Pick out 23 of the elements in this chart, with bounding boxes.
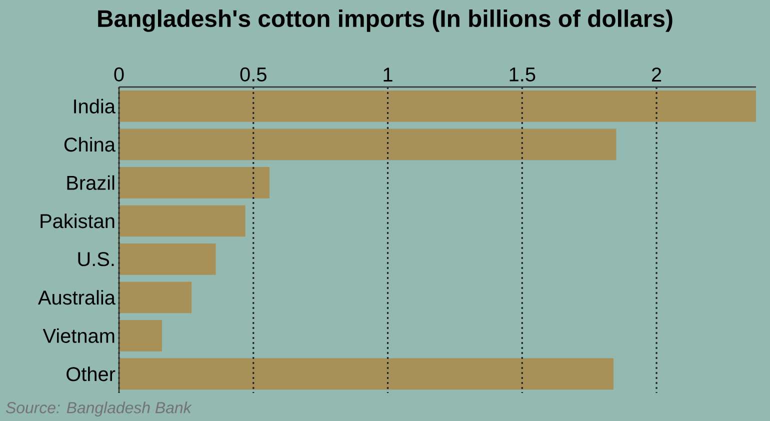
y-tick-label: China [64,137,116,152]
bar [119,205,246,237]
bar [119,282,192,314]
bar [119,166,270,198]
y-tick-label: Brazil [67,175,114,190]
bar [119,243,216,275]
y-tick-label: Other [66,366,116,382]
x-tick-label: 1.5 [510,68,536,82]
bar [119,320,162,352]
y-tick-label: Vietnam [42,328,114,343]
bar [119,358,614,390]
y-tick-label: India [74,98,116,114]
chart-title: Bangladesh's cotton imports (In billions of dollars) [98,10,672,32]
y-tick-label: Australia [38,290,116,305]
y-tick-label: U.S. [78,252,114,266]
bar [119,90,756,122]
x-tick-label: 0 [114,67,124,82]
source-note: Source: Bangladesh Bank [6,402,192,416]
y-tick-label: Pakistan [40,214,114,228]
x-tick-label: 1 [384,68,392,82]
x-tick-label: 0.5 [240,67,266,82]
x-tick-label: 2 [652,68,662,82]
bar [119,128,616,160]
